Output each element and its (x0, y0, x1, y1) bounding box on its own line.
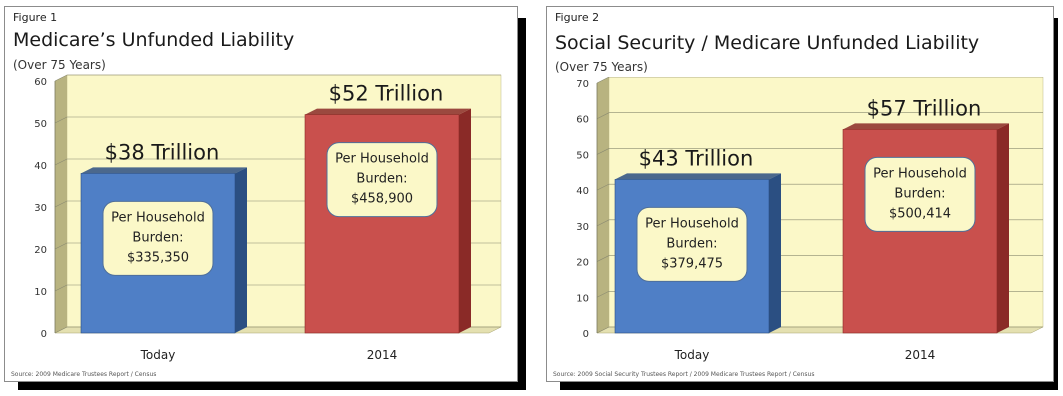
bar-side (459, 108, 471, 333)
y-tick-label: 20 (34, 245, 47, 256)
figure-1-panel: Figure 1 Medicare’s Unfunded Liability (… (4, 6, 518, 382)
callout-box (636, 206, 748, 282)
figure-2-panel: Figure 2 Social Security / Medicare Unfu… (546, 6, 1054, 382)
callout-box (326, 142, 438, 218)
callout-text: Burden: (666, 236, 717, 251)
x-tick-label: 2014 (367, 348, 398, 362)
bar-value-label: $38 Trillion (105, 140, 220, 164)
y-tick-label: 10 (576, 293, 589, 304)
y-tick-label: 40 (34, 161, 47, 172)
figure-subtitle: (Over 75 Years) (555, 60, 648, 74)
y-tick-label: 30 (34, 203, 47, 214)
callout-text: Per Household (111, 210, 205, 225)
callout-box (102, 200, 214, 276)
bar-value-label: $52 Trillion (329, 82, 444, 106)
x-tick-label: Today (674, 348, 710, 362)
y-tick-label: 10 (34, 287, 47, 298)
figure-source: Source: 2009 Medicare Trustees Report / … (11, 371, 157, 378)
figure-subtitle: (Over 75 Years) (13, 58, 106, 72)
callout-box (864, 156, 976, 232)
callout-text: $458,900 (351, 192, 413, 207)
bar-top (615, 173, 781, 180)
y-tick-label: 20 (576, 258, 589, 269)
y-tick-label: 30 (576, 222, 589, 233)
gridline (596, 112, 1043, 119)
bar-value-label: $57 Trillion (867, 96, 982, 120)
plot-side-wall (597, 77, 609, 333)
y-tick-label: 40 (576, 186, 589, 197)
figure-label: Figure 1 (13, 11, 58, 24)
callout-text: $379,475 (661, 256, 723, 271)
bar-side (235, 167, 247, 333)
x-tick-label: 2014 (905, 348, 936, 362)
y-tick-label: 0 (583, 329, 589, 340)
y-tick-label: 60 (576, 115, 589, 126)
x-tick-label: Today (140, 348, 176, 362)
callout-text: Per Household (335, 152, 429, 167)
y-tick-label: 0 (41, 329, 47, 340)
callout-text: Burden: (132, 230, 183, 245)
bar-chart: 0 10 20 30 40 50 60 70 $43 Trillion Per Household… (576, 77, 1044, 362)
bar-side (997, 123, 1009, 333)
y-tick-label: 50 (34, 119, 47, 130)
callout-text: Burden: (894, 186, 945, 201)
gridline (54, 74, 501, 82)
figure-title: Medicare’s Unfunded Liability (13, 29, 295, 51)
bar-top (81, 167, 247, 174)
figure-title: Social Security / Medicare Unfunded Liab… (555, 32, 980, 54)
callout-text: $335,350 (127, 250, 189, 265)
gridline (596, 77, 1043, 84)
bar-value-label: $43 Trillion (639, 146, 754, 170)
figure-label: Figure 2 (555, 11, 600, 24)
bar-top (843, 123, 1009, 130)
y-tick-label: 70 (576, 79, 589, 90)
figure-source: Source: 2009 Social Security Trustees Re… (553, 371, 815, 378)
callout-text: $500,414 (889, 206, 951, 221)
callout-text: Per Household (645, 216, 739, 231)
y-tick-label: 50 (576, 150, 589, 161)
bar-chart: 0 10 20 30 40 50 60 $38 Trillion Per Household Bu… (34, 74, 502, 362)
bar-top (305, 108, 471, 115)
y-tick-label: 60 (34, 77, 47, 88)
callout-text: Per Household (873, 166, 967, 181)
callout-text: Burden: (356, 172, 407, 187)
bar-side (769, 173, 781, 333)
